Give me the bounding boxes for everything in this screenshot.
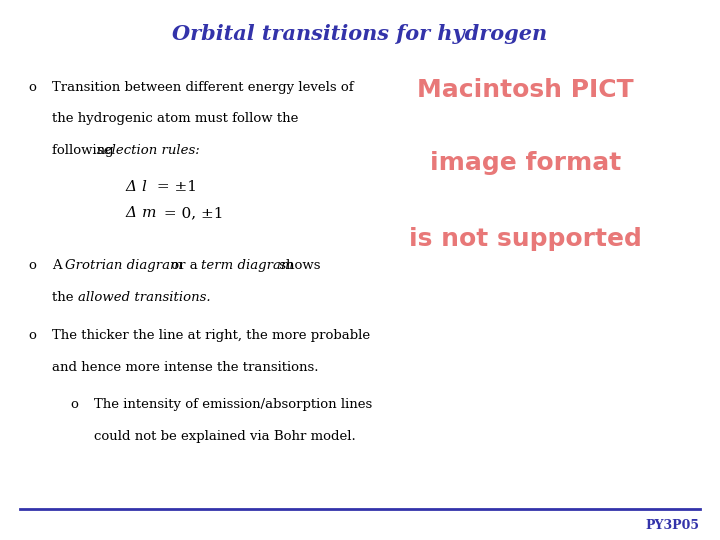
Text: o: o bbox=[29, 81, 37, 94]
Text: image format: image format bbox=[430, 151, 621, 175]
Text: PY3P05: PY3P05 bbox=[646, 519, 700, 532]
Text: could not be explained via Bohr model.: could not be explained via Bohr model. bbox=[94, 430, 356, 443]
Text: Orbital transitions for hydrogen: Orbital transitions for hydrogen bbox=[172, 24, 548, 44]
Text: term diagram: term diagram bbox=[201, 259, 293, 272]
Text: selection rules:: selection rules: bbox=[97, 144, 200, 157]
Text: or a: or a bbox=[167, 259, 202, 272]
Text: o: o bbox=[29, 259, 37, 272]
Text: Macintosh PICT: Macintosh PICT bbox=[418, 78, 634, 102]
Text: the hydrogenic atom must follow the: the hydrogenic atom must follow the bbox=[52, 112, 298, 125]
Text: Transition between different energy levels of: Transition between different energy leve… bbox=[52, 81, 354, 94]
Text: the: the bbox=[52, 291, 78, 303]
Text: A: A bbox=[52, 259, 66, 272]
Text: Δ: Δ bbox=[126, 206, 137, 220]
Text: shows: shows bbox=[275, 259, 320, 272]
Text: o: o bbox=[71, 399, 78, 411]
Text: = ±1: = ±1 bbox=[152, 180, 197, 194]
Text: allowed transitions.: allowed transitions. bbox=[78, 291, 211, 303]
Text: and hence more intense the transitions.: and hence more intense the transitions. bbox=[52, 361, 318, 374]
Text: m: m bbox=[142, 206, 156, 220]
Text: following: following bbox=[52, 144, 117, 157]
Text: is not supported: is not supported bbox=[409, 227, 642, 251]
Text: o: o bbox=[29, 329, 37, 342]
Text: Grotrian diagram: Grotrian diagram bbox=[65, 259, 182, 272]
Text: The thicker the line at right, the more probable: The thicker the line at right, the more … bbox=[52, 329, 370, 342]
Text: The intensity of emission/absorption lines: The intensity of emission/absorption lin… bbox=[94, 399, 372, 411]
Text: l: l bbox=[142, 180, 147, 194]
Text: Δ: Δ bbox=[126, 180, 137, 194]
Text: = 0, ±1: = 0, ±1 bbox=[159, 206, 224, 220]
